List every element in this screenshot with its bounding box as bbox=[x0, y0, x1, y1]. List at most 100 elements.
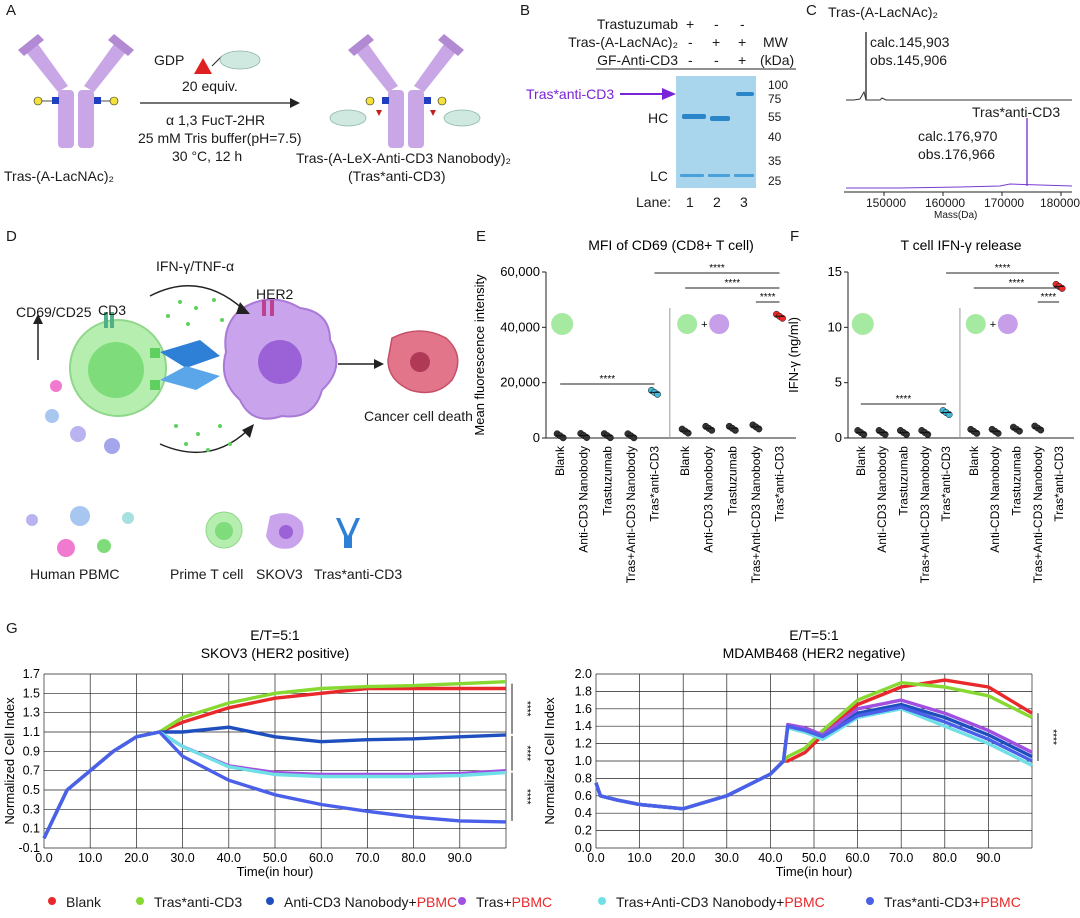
substrate-label: Tras-(A-LacNAc)₂ bbox=[4, 168, 114, 184]
y-tick-label: 2.0 bbox=[575, 667, 592, 681]
x-tick-label: Anti-CD3 Nanobody bbox=[988, 446, 1002, 553]
chart-title: MFI of CD69 (CD8+ T cell) bbox=[588, 237, 754, 253]
mw-mark: 55 bbox=[768, 110, 782, 124]
mw-mark: 35 bbox=[768, 154, 782, 168]
significance-label: **** bbox=[1047, 729, 1058, 745]
mass-spectra bbox=[844, 32, 1073, 196]
x-tick-label: Tras+Anti-CD3 Nanobody bbox=[918, 446, 932, 583]
significance-label: **** bbox=[709, 263, 725, 274]
x-tick-label: Blank bbox=[967, 445, 981, 476]
y-tick-label: 0.8 bbox=[575, 771, 592, 785]
y-tick-label: 15 bbox=[828, 264, 842, 279]
mark: - bbox=[688, 34, 693, 50]
lc-label: LC bbox=[650, 168, 668, 184]
x-tick-label: 90.0 bbox=[976, 851, 1000, 865]
x-tick-label: 80.0 bbox=[933, 851, 957, 865]
x-tick-label: 60.0 bbox=[845, 851, 869, 865]
x-tick-label: Tras+Anti-CD3 Nanobody bbox=[1031, 446, 1045, 583]
mechanism-illustration bbox=[26, 285, 459, 557]
x-tick-label: Trastuzumab bbox=[600, 446, 614, 516]
conditions-label: 30 °C, 12 h bbox=[172, 148, 243, 164]
y-axis-label: Normalized Cell Index bbox=[2, 697, 17, 825]
mw-mark: 25 bbox=[768, 174, 782, 188]
t-cell-icon bbox=[677, 314, 698, 334]
significance-label: **** bbox=[521, 789, 532, 805]
x-tick: 180000 bbox=[1040, 196, 1080, 210]
legend-label: Tras+PBMC bbox=[476, 894, 553, 910]
x-axis-label: Time(in hour) bbox=[776, 864, 853, 879]
legend-label: Tras*anti-CD3+PBMC bbox=[884, 894, 1021, 910]
mw-mark: 40 bbox=[768, 130, 782, 144]
y-tick-label: -0.1 bbox=[18, 841, 40, 855]
y-tick-label: 0.2 bbox=[575, 824, 592, 838]
y-tick-label: 1.1 bbox=[23, 725, 40, 739]
t-cell-icon bbox=[851, 313, 874, 335]
y-tick-label: 0.5 bbox=[23, 783, 40, 797]
reagent-label: GDP bbox=[154, 52, 185, 68]
x-tick-label: Tras+Anti-CD3 Nanobody bbox=[749, 446, 763, 583]
y-tick-label: 40,000 bbox=[500, 319, 540, 334]
panel-label-b: B bbox=[520, 2, 531, 19]
arrow-label: Tras*anti-CD3 bbox=[526, 86, 615, 102]
mark: + bbox=[738, 34, 747, 50]
chart-e: MFI of CD69 (CD8+ T cell) 0 20,000 40,000 60… bbox=[472, 237, 796, 583]
chart-f: T cell IFN-γ release 0 5 10 15 IFN-γ (ng/ml) +… bbox=[786, 237, 1074, 583]
buffer-label: 25 mM Tris buffer(pH=7.5) bbox=[138, 130, 302, 146]
mark: + bbox=[686, 16, 695, 32]
product-label: Tras-(A-LeX-Anti-CD3 Nanobody)₂ bbox=[296, 150, 511, 166]
y-tick-label: 1.0 bbox=[575, 754, 592, 768]
cd3-label: CD3 bbox=[98, 302, 127, 318]
ms-top-calc: calc.145,903 bbox=[870, 34, 950, 50]
series-legend: Blank Tras*anti-CD3 Anti-CD3 Nanobody+PB… bbox=[0, 894, 1080, 916]
y-tick-label: 1.2 bbox=[575, 737, 592, 751]
mark: - bbox=[714, 16, 719, 32]
y-tick-label: 1.5 bbox=[23, 686, 40, 700]
antibody-icon bbox=[18, 34, 134, 148]
cytokine-label: IFN-γ/TNF-α bbox=[156, 258, 235, 274]
hc-label: HC bbox=[648, 110, 669, 126]
x-tick-label: 0.0 bbox=[35, 851, 52, 865]
enzyme-label: α 1,3 FucT-2HR bbox=[166, 112, 266, 128]
legend-label: Prime T cell bbox=[170, 566, 244, 582]
y-tick-label: 10 bbox=[828, 319, 842, 334]
x-tick-label: Tras*anti-CD3 bbox=[939, 446, 953, 522]
x-tick-label: 0.0 bbox=[587, 851, 604, 865]
death-label: Cancer cell death bbox=[364, 408, 473, 424]
x-tick-label: 50.0 bbox=[263, 851, 287, 865]
significance-label: **** bbox=[1041, 292, 1057, 303]
y-tick-label: 0 bbox=[835, 430, 842, 445]
skov3-cell-icon bbox=[997, 314, 1018, 334]
lane-number: 3 bbox=[740, 194, 748, 210]
mark: - bbox=[740, 16, 745, 32]
nanobody-icon bbox=[219, 50, 261, 70]
x-tick-label: 70.0 bbox=[355, 851, 379, 865]
ms-bottom-calc: calc.176,970 bbox=[918, 128, 998, 144]
her2-label: HER2 bbox=[256, 286, 294, 302]
legend-label: Tras+Anti-CD3 Nanobody+PBMC bbox=[616, 894, 825, 910]
x-tick-label: Trastuzumab bbox=[1009, 446, 1023, 516]
y-tick-label: 1.8 bbox=[575, 684, 592, 698]
x-tick-label: Anti-CD3 Nanobody bbox=[577, 446, 591, 553]
mark: - bbox=[688, 52, 693, 68]
significance-label: **** bbox=[995, 263, 1011, 274]
row-label: GF-Anti-CD3 bbox=[597, 52, 678, 68]
gel-image bbox=[676, 76, 756, 188]
t-cell-icon bbox=[551, 313, 574, 335]
chart-g2: E/T=5:1 MDAMB468 (HER2 negative) 0.0 0.2 0.4… bbox=[542, 627, 1058, 879]
x-tick-label: Tras*anti-CD3 bbox=[647, 446, 661, 522]
x-tick-label: 40.0 bbox=[758, 851, 782, 865]
y-tick-label: 0.7 bbox=[23, 764, 40, 778]
mw-mark: 100 bbox=[768, 78, 789, 92]
y-tick-label: 1.3 bbox=[23, 706, 40, 720]
lane-number: 1 bbox=[686, 194, 694, 210]
mark: - bbox=[714, 52, 719, 68]
plus-sign: + bbox=[990, 319, 996, 331]
mark: + bbox=[738, 52, 747, 68]
plus-sign: + bbox=[701, 319, 707, 331]
x-tick: 160000 bbox=[925, 196, 966, 210]
x-tick-label: 60.0 bbox=[309, 851, 333, 865]
x-tick-label: Blank bbox=[678, 445, 692, 476]
y-tick-label: 0.3 bbox=[23, 802, 40, 816]
x-tick-label: Anti-CD3 Nanobody bbox=[702, 446, 716, 553]
skov3-cell-icon bbox=[709, 314, 730, 334]
